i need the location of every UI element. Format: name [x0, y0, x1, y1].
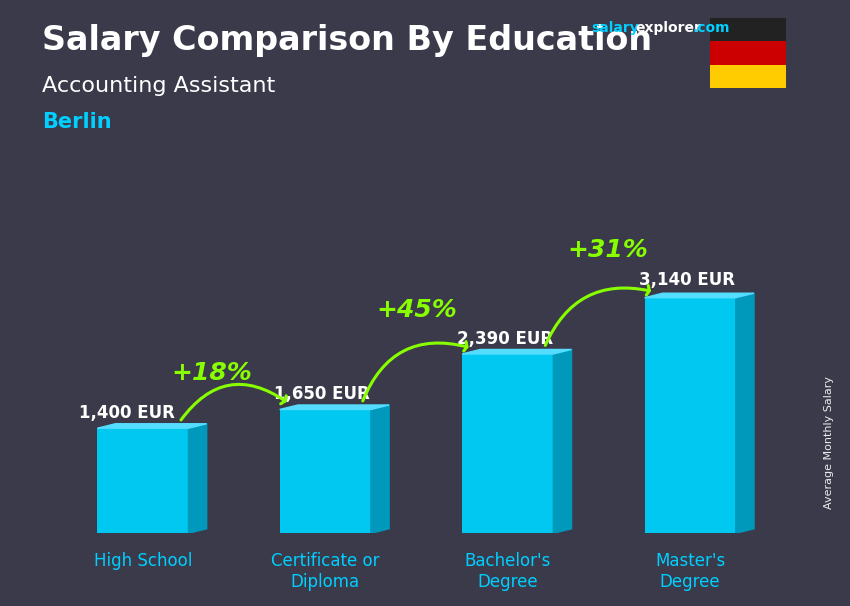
Polygon shape [644, 293, 754, 298]
Polygon shape [189, 424, 207, 533]
Text: 2,390 EUR: 2,390 EUR [456, 330, 552, 348]
Text: Accounting Assistant: Accounting Assistant [42, 76, 275, 96]
Polygon shape [462, 350, 571, 354]
Bar [710, 41, 786, 65]
Polygon shape [553, 350, 571, 533]
FancyBboxPatch shape [462, 354, 553, 533]
Polygon shape [280, 405, 389, 410]
Text: +31%: +31% [568, 238, 649, 262]
Polygon shape [371, 405, 389, 533]
Text: Average Monthly Salary: Average Monthly Salary [824, 376, 834, 508]
Bar [710, 65, 786, 88]
FancyBboxPatch shape [644, 298, 736, 533]
Text: salary: salary [591, 21, 638, 35]
Text: +45%: +45% [376, 298, 457, 322]
Text: Berlin: Berlin [42, 112, 112, 132]
Polygon shape [97, 424, 207, 428]
FancyBboxPatch shape [97, 428, 189, 533]
Text: 1,400 EUR: 1,400 EUR [79, 404, 175, 422]
FancyBboxPatch shape [280, 410, 371, 533]
Text: Salary Comparison By Education: Salary Comparison By Education [42, 24, 653, 57]
Text: explorer: explorer [636, 21, 701, 35]
Text: .com: .com [693, 21, 730, 35]
Text: 1,650 EUR: 1,650 EUR [275, 385, 370, 404]
Bar [710, 18, 786, 41]
Text: +18%: +18% [172, 361, 252, 385]
Polygon shape [736, 293, 754, 533]
Text: 3,140 EUR: 3,140 EUR [639, 271, 735, 288]
